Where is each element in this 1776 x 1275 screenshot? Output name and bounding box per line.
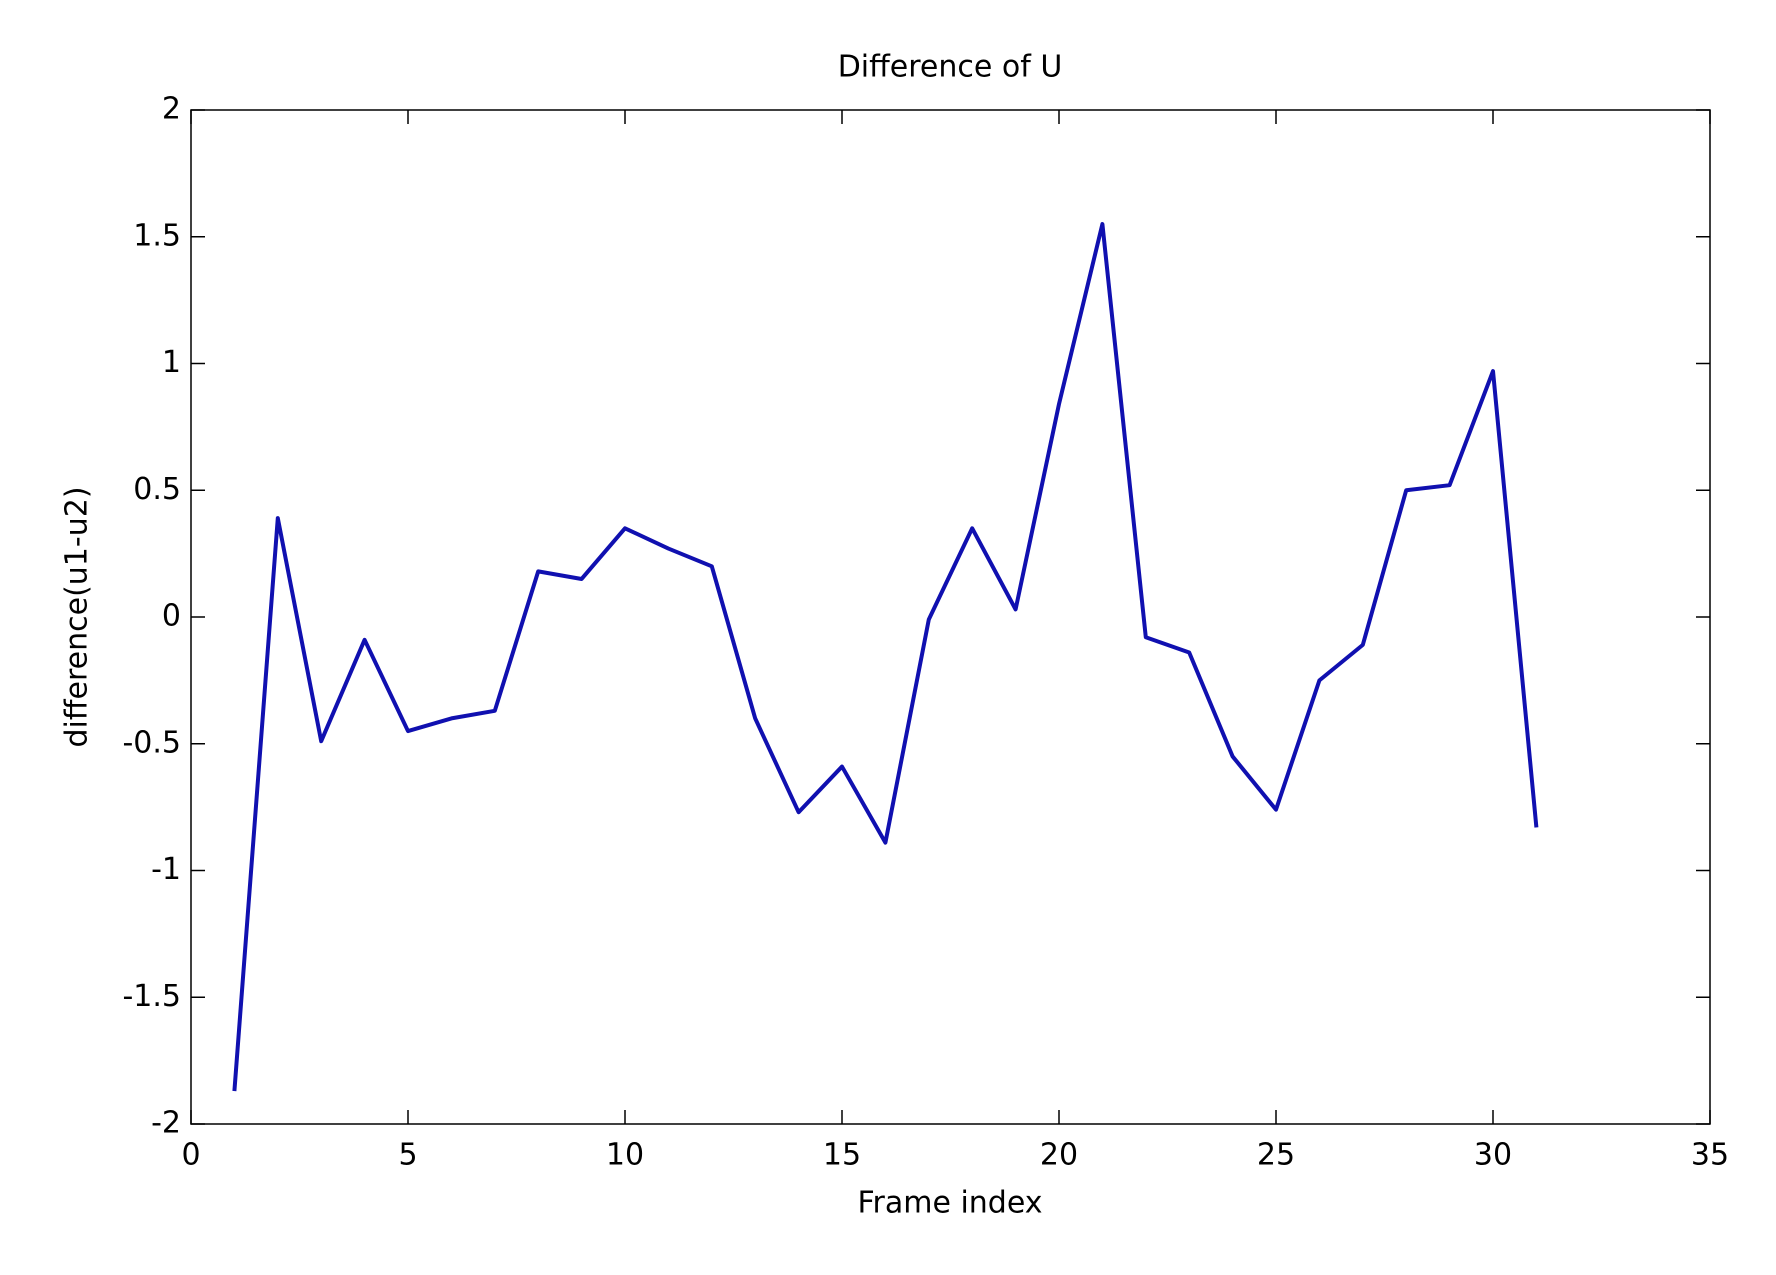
- x-tick-label: 35: [1691, 1138, 1729, 1173]
- y-tick-label: -1: [151, 852, 181, 887]
- y-tick-label: 0: [162, 599, 181, 634]
- x-tick-label: 15: [823, 1138, 861, 1173]
- x-tick-label: 25: [1257, 1138, 1295, 1173]
- x-tick-label: 0: [181, 1138, 200, 1173]
- y-tick-label: 1: [162, 345, 181, 380]
- y-tick-label: 0.5: [133, 472, 181, 507]
- y-tick-label: -0.5: [122, 725, 181, 760]
- y-tick-label: -1.5: [122, 979, 181, 1014]
- data-line: [232, 222, 1539, 1092]
- x-tick-label: 10: [606, 1138, 644, 1173]
- y-tick-label: 2: [162, 92, 181, 127]
- x-tick-label: 5: [398, 1138, 417, 1173]
- y-tick-label: -2: [151, 1106, 181, 1141]
- x-tick-label: 20: [1040, 1138, 1078, 1173]
- y-axis-label: difference(u1-u2): [60, 486, 95, 747]
- chart-title: Difference of U: [838, 50, 1063, 85]
- x-axis-label: Frame index: [857, 1186, 1042, 1221]
- y-tick-label: 1.5: [133, 218, 181, 253]
- x-tick-label: 30: [1474, 1138, 1512, 1173]
